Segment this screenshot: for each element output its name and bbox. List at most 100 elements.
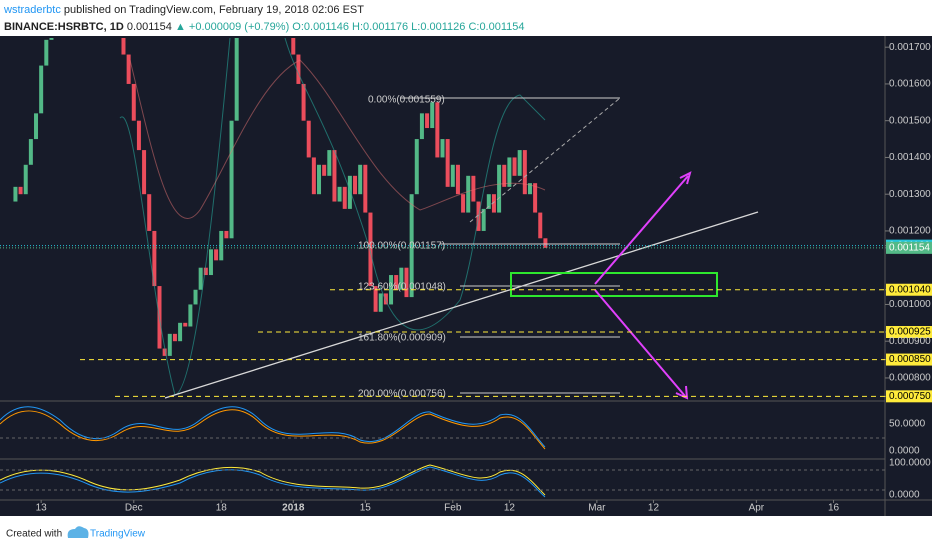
candle	[322, 164, 327, 176]
fib-label: 0.00%(0.001559)	[368, 95, 445, 106]
y-tick-box	[886, 241, 932, 254]
candle	[450, 164, 455, 187]
candle	[214, 249, 219, 261]
author[interactable]: wstraderbtc	[3, 4, 61, 16]
candle	[353, 175, 358, 195]
fib-label: 123.60%(0.001048)	[358, 282, 446, 293]
candle	[414, 139, 419, 195]
candle	[430, 102, 435, 129]
candle	[363, 164, 368, 213]
candle	[44, 39, 49, 66]
candle	[198, 267, 203, 290]
x-tick-label: 12	[648, 503, 660, 514]
x-tick-label: 13	[36, 503, 48, 514]
candle	[183, 322, 188, 327]
candle	[507, 157, 512, 187]
candle	[13, 186, 18, 202]
candle	[332, 150, 337, 202]
y-tick-label: 0.001154	[889, 242, 930, 253]
y-tick-label: 0.000900	[889, 336, 931, 347]
y-tick-label: 0.001400	[889, 152, 931, 163]
candle	[162, 348, 167, 356]
fib-label: 200.00%(0.000756)	[358, 389, 446, 400]
fib-label: 100.00%(0.001157)	[358, 241, 445, 252]
candle	[28, 139, 33, 165]
candle	[497, 164, 502, 213]
y-tick-label: 0.000925	[889, 327, 931, 338]
y-tick-label: 0.001500	[889, 115, 931, 126]
candle	[311, 157, 316, 195]
scenario-arrows	[594, 171, 692, 400]
candle	[49, 38, 54, 40]
stoch-k	[0, 406, 546, 448]
candle	[486, 194, 491, 209]
candle	[466, 175, 471, 213]
stoch-d	[0, 409, 546, 450]
drawings	[119, 38, 759, 400]
candle	[219, 230, 224, 261]
y-tick-label: 0.001040	[889, 284, 931, 295]
candle	[147, 194, 152, 231]
x-tick-label: 2018	[282, 503, 305, 514]
candle	[167, 333, 172, 356]
candle	[445, 139, 450, 187]
candle	[461, 194, 466, 213]
candle	[224, 230, 229, 239]
x-tick-label: Mar	[588, 503, 606, 514]
x-tick-label: 16	[828, 503, 840, 514]
candle	[527, 183, 532, 195]
y-tick-label: 0.001700	[889, 42, 931, 53]
candle	[378, 293, 383, 312]
rsi-signal	[0, 466, 546, 498]
y-tick-box	[886, 283, 932, 296]
candle	[389, 275, 394, 305]
trend-line	[164, 211, 759, 399]
indicator-tick: 100.0000	[889, 458, 931, 469]
candle	[404, 267, 409, 298]
candle	[121, 38, 126, 55]
y-tick-label: 0.001200	[889, 226, 931, 237]
x-tick-label: 15	[360, 503, 372, 514]
indicator-tick: 0.0000	[889, 446, 920, 457]
y-tick-label: 0.001000	[889, 299, 931, 310]
candle	[142, 150, 147, 195]
candle	[533, 183, 538, 213]
x-tick-label: 12	[504, 503, 516, 514]
ohlc: O:0.001146 H:0.001176 L:0.001126 C:0.001…	[292, 21, 524, 33]
candle	[136, 120, 141, 151]
y-tick-box	[886, 353, 932, 366]
candle	[368, 212, 373, 287]
candle	[188, 304, 193, 327]
candle	[455, 164, 460, 195]
bollinger-basis	[129, 59, 546, 219]
x-tick-label: 18	[216, 503, 228, 514]
candle	[425, 113, 430, 129]
candle	[373, 286, 378, 312]
candle	[383, 293, 388, 305]
candle	[301, 83, 306, 121]
candle	[234, 38, 239, 121]
candle	[399, 267, 404, 290]
footer-brand[interactable]: TradingView	[90, 529, 146, 540]
x-tick-label: Feb	[444, 503, 462, 514]
x-tick-label: Dec	[125, 503, 143, 514]
x-tick-label: Apr	[749, 503, 765, 514]
candle	[481, 208, 486, 231]
candle	[435, 102, 440, 158]
candle	[178, 322, 183, 342]
y-tick-label: 0.000750	[889, 391, 931, 402]
candle	[23, 164, 28, 195]
candles	[13, 38, 548, 356]
y-tick-label: 0.000850	[889, 354, 931, 365]
y-tick-label: 0.001300	[889, 189, 931, 200]
fib-trend	[469, 97, 621, 223]
y-tick-label: 0.001600	[889, 79, 931, 90]
candle	[291, 38, 296, 55]
candle	[18, 186, 23, 195]
candle	[172, 333, 177, 342]
header-line: wstraderbtc published on TradingView.com…	[3, 4, 364, 16]
candle	[208, 249, 213, 276]
candle	[296, 54, 301, 84]
candle	[306, 120, 311, 158]
candle	[193, 289, 198, 305]
